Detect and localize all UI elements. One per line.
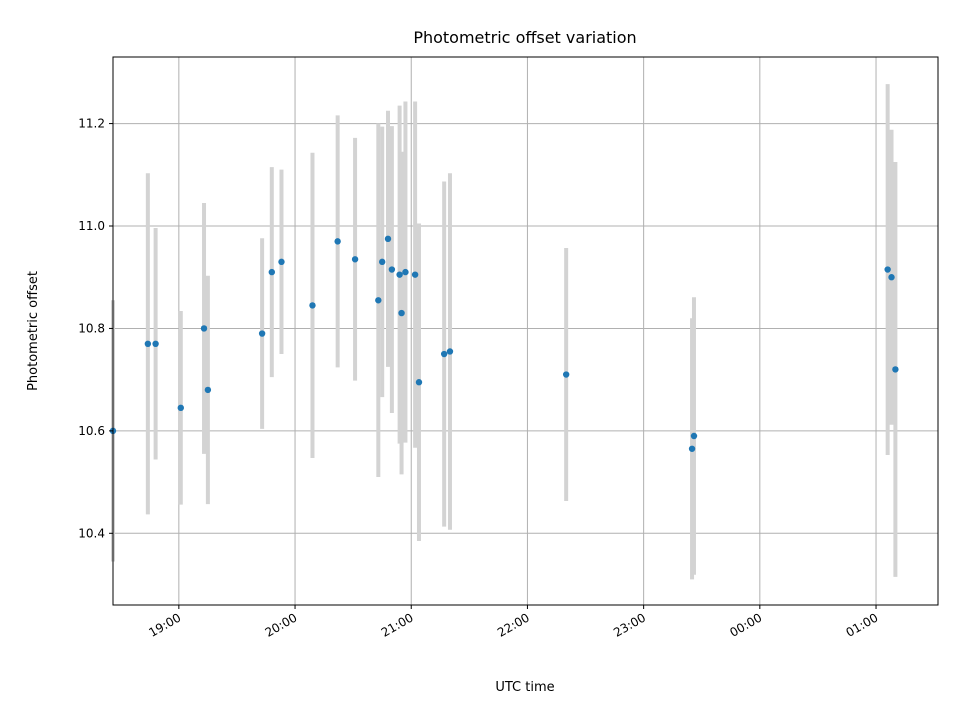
data-point <box>690 432 698 440</box>
grid-lines <box>113 57 938 605</box>
data-point <box>388 266 396 273</box>
chart-title: Photometric offset variation <box>413 28 636 47</box>
plot-area-frame <box>112 56 939 606</box>
data-point <box>402 268 409 276</box>
data-point <box>152 340 159 348</box>
data-point <box>268 268 276 276</box>
x-axis-label: UTC time <box>495 680 554 695</box>
data-point <box>888 274 895 281</box>
y-axis-label: Photometric offset <box>26 271 41 391</box>
y-tick-label: 11.0 <box>78 219 105 233</box>
data-point <box>446 348 454 355</box>
data-point <box>884 266 891 273</box>
data-point <box>411 271 419 278</box>
data-point <box>440 350 448 358</box>
y-tick-label: 10.8 <box>78 321 105 335</box>
data-point <box>398 309 405 317</box>
data-point <box>204 386 212 394</box>
data-point <box>278 258 285 266</box>
data-point <box>384 235 392 243</box>
data-point <box>688 445 696 452</box>
data-point <box>892 366 899 373</box>
y-tick-label: 11.2 <box>78 117 105 131</box>
data-point <box>375 297 382 304</box>
data-point <box>378 258 386 266</box>
data-point <box>200 325 208 332</box>
data-point <box>334 238 341 245</box>
data-point <box>396 271 403 278</box>
data-point <box>258 330 266 337</box>
data-point <box>144 340 152 348</box>
data-point <box>177 404 184 412</box>
data-point <box>562 371 570 378</box>
y-tick-label: 10.4 <box>78 526 105 540</box>
data-point <box>351 256 359 263</box>
data-point <box>309 302 316 309</box>
y-tick-label: 10.6 <box>78 424 105 438</box>
data-points <box>109 235 899 452</box>
data-point <box>415 379 423 386</box>
